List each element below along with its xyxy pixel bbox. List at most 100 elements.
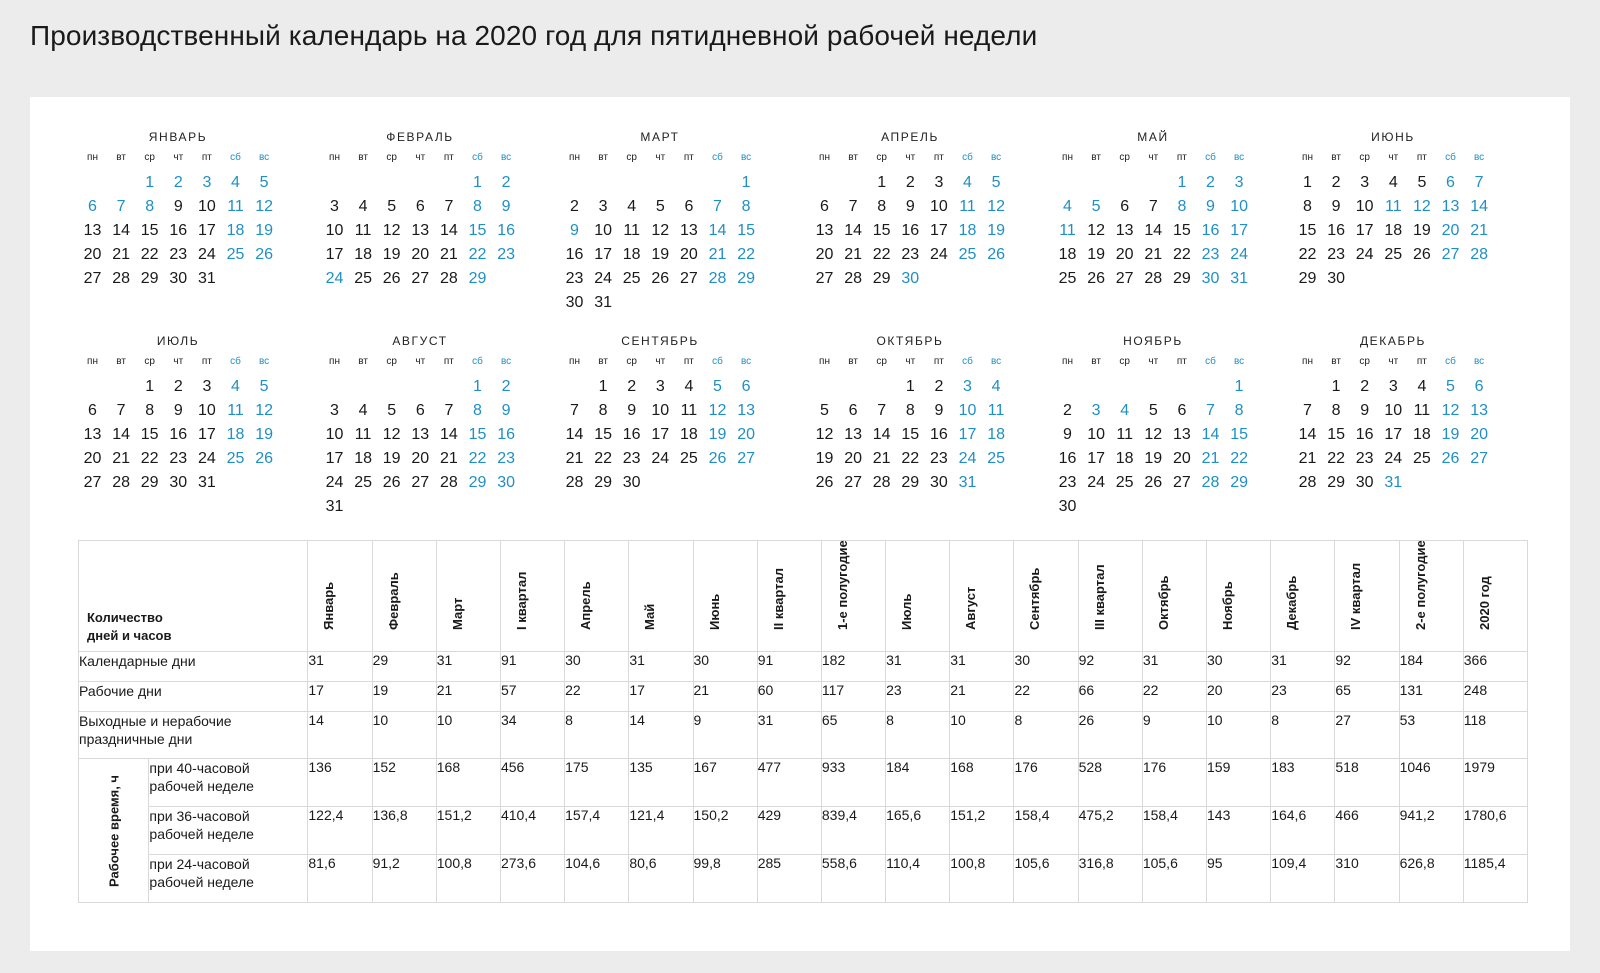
table-cell: 91,2 [371,854,437,903]
calendar-day: 8 [1303,198,1312,215]
calendar-day: 21 [565,450,584,467]
calendar-day: 9 [173,198,183,215]
calendar-day: 13 [1115,222,1134,239]
table-cell: 184 [1398,651,1464,682]
calendar-day: 7 [570,402,579,419]
calendar-day: 18 [1412,426,1431,443]
calendar-day: 2 [934,378,944,395]
calendar-day: 13 [844,426,862,443]
weekday-label: пн [819,152,830,163]
holiday-day: 6 [88,198,97,215]
weekday-label: чт [1148,152,1159,163]
column-header-label: Июль [899,593,915,630]
weekday-label: вс [258,152,270,163]
calendar-day: 17 [929,222,948,239]
calendar-day: 8 [905,402,915,419]
holiday-day: 21 [708,246,727,263]
table-cell: 165,6 [885,806,951,855]
table-cell: 316,8 [1077,854,1143,903]
calendar-day: 5 [820,402,829,419]
calendar-day: 14 [1298,426,1317,443]
column-header-label: 2020 год [1476,576,1492,630]
table-cell: 164,6 [1270,806,1336,855]
weekday-label: сб [712,152,723,163]
months-grid: Январь пн вт ср чт пт сб вс 1 2 3 4 5 6 7 8 9 10 11 12 13 14 1… [30,97,1570,537]
calendar-day: 7 [444,198,454,215]
table-cell: 22 [1141,681,1208,712]
table-cell: 30 [564,651,630,682]
holiday-day: 4 [231,174,240,191]
holiday-day: 15 [737,222,755,239]
holiday-day: 24 [325,270,344,287]
table-row: при 24-часовой рабочей неделе 81,6 91,2 100… [79,854,1529,903]
weekday-label: чт [1388,356,1399,367]
calendar-day: 15 [1298,222,1317,239]
table-cell: 136,8 [371,806,437,855]
column-header: Декабрь [1270,540,1336,652]
column-header: I квартал [499,540,566,652]
table-cell: 17 [307,681,373,712]
calendar-day: 26 [815,474,834,491]
calendar-day: 22 [872,246,891,263]
calendar-day: 14 [112,222,130,239]
holiday-day: 15 [468,222,487,239]
table-cell: 8 [885,711,951,759]
calendar-day: 4 [684,378,694,395]
calendar-day: 13 [1172,426,1191,443]
holiday-day: 6 [1474,378,1484,395]
calendar-day: 24 [1087,474,1105,491]
calendar-day: 11 [623,222,640,239]
calendar-day: 9 [934,402,944,419]
column-header-label: 2-е полугодие [1412,540,1428,630]
holiday-day: 23 [497,246,515,263]
calendar-day: 19 [815,450,834,467]
holiday-day: 22 [737,246,755,263]
holiday-day: 26 [255,246,273,263]
holiday-day: 9 [501,402,511,419]
table-cell: 475,2 [1077,806,1143,855]
calendar-day: 28 [1298,474,1317,491]
holiday-day: 2 [501,378,511,395]
calendar-day: 21 [1298,450,1317,467]
calendar-day: 31 [197,474,216,491]
weekday-label: пн [819,356,830,367]
calendar-day: 14 [112,426,130,443]
column-header-label: III квартал [1091,564,1107,630]
calendar-day: 10 [594,222,612,239]
calendar-day: 17 [197,222,216,239]
weekday-label: ср [144,356,155,367]
calendar-day: 2 [570,198,579,215]
calendar-day: 13 [411,222,430,239]
weekday-label: ср [386,152,397,163]
table-cell: 57 [499,681,566,712]
holiday-day: 2 [173,174,183,191]
table-cell: 53 [1398,711,1464,759]
calendar-day: 26 [382,474,401,491]
table-row: Календарные дни 31 29 31 91 30 31 30 91 182 31 31 30… [77,651,1529,682]
month-calendar: Июнь пн вт ср чт пт сб вс 1 2 3 4 5 6 7 8 9 10 11 12 13 14 15 1… [1293,130,1493,330]
calendar-day: 16 [929,426,948,443]
holiday-day: 16 [497,222,515,239]
weekday-label: пт [1416,152,1427,163]
calendar-day: 20 [411,246,430,263]
month-calendar: Май пн вт ср чт пт сб вс 1 2 3 4 5 6 7 8 9 10 11 12 13 14 15 16… [1053,130,1253,330]
holiday-day: 31 [1230,270,1248,287]
calendar-day: 23 [169,246,188,263]
calendar-day: 16 [169,426,188,443]
calendar-day: 26 [382,270,401,287]
holiday-day: 24 [1230,246,1248,263]
calendar-day: 24 [1384,450,1403,467]
table-cell: 21 [435,681,501,712]
weekday-label: ср [386,356,397,367]
weekday-label: чт [905,356,916,367]
calendar-day: 14 [872,426,891,443]
calendar-day: 10 [651,402,670,419]
holiday-day: 1 [473,174,482,191]
table-cell: 31 [435,651,501,682]
holiday-day: 16 [497,426,515,443]
table-cell: 31 [1270,651,1336,682]
table-cell: 477 [756,758,822,807]
holiday-day: 8 [145,198,155,215]
calendar-day: 7 [1303,402,1312,419]
table-cell: 136 [307,758,373,807]
